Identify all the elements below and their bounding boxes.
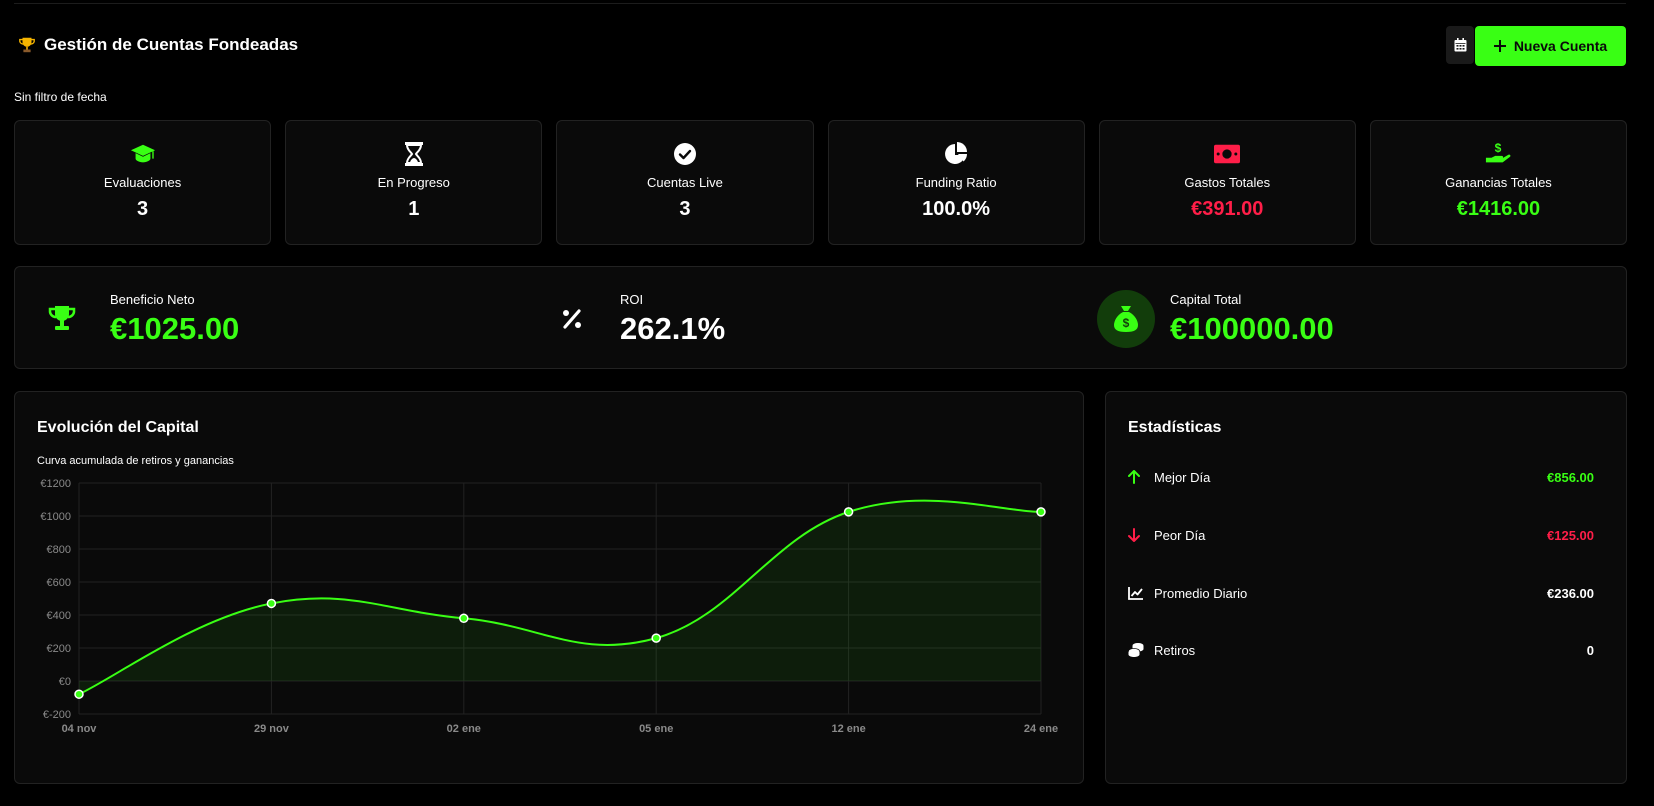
calendar-button[interactable]	[1446, 26, 1474, 64]
chart-data-point	[651, 633, 661, 643]
stat-worst-day: Peor Día €125.00	[1128, 523, 1594, 547]
hand-dollar-icon: $	[1486, 141, 1511, 163]
chart-y-tick-label: €1200	[40, 478, 71, 490]
hourglass-icon	[404, 142, 423, 166]
stat-best-day: Mejor Día €856.00	[1128, 465, 1594, 489]
new-account-button[interactable]: Nueva Cuenta	[1475, 26, 1626, 66]
chart-data-point	[459, 613, 469, 624]
percent-icon	[563, 309, 581, 329]
chart-x-tick-label: 24 ene	[1024, 723, 1058, 735]
chart-data-point	[266, 598, 277, 609]
top-divider	[14, 3, 1626, 4]
money-bag-icon: $	[1114, 306, 1138, 332]
stat-card-live-accounts: Cuentas Live 3	[556, 120, 814, 245]
svg-text:$: $	[1495, 141, 1502, 155]
graduation-cap-icon	[130, 144, 155, 163]
stat-withdrawals: Retiros 0	[1128, 638, 1594, 662]
chart-subtitle: Curva acumulada de retiros y ganancias	[37, 455, 234, 467]
chart-data-point	[843, 507, 854, 517]
chart-x-tick-label: 29 nov	[254, 723, 290, 735]
coins-icon	[1128, 643, 1144, 657]
chart-series-line	[78, 499, 1042, 696]
chart-x-tick-label: 12 ene	[831, 723, 865, 735]
page-title: Gestión de Cuentas Fondeadas	[18, 35, 298, 55]
arrow-up-icon	[1128, 470, 1140, 484]
plus-icon	[1493, 40, 1506, 52]
chart-x-tick-label: 04 nov	[62, 723, 98, 735]
statistics-title: Estadísticas	[1128, 419, 1222, 436]
summary-card: Beneficio Neto €1025.00 ROI 262.1% $ Cap…	[14, 266, 1627, 369]
arrow-down-icon	[1128, 528, 1140, 542]
stats-row: Evaluaciones 3 En Progreso 1 Cuentas Liv…	[14, 120, 1628, 245]
pie-chart-icon	[945, 142, 968, 164]
stat-card-evaluations: Evaluaciones 3	[14, 120, 272, 245]
chart-y-tick-label: €800	[47, 544, 71, 556]
page-header: Gestión de Cuentas Fondeadas Nueva Cuent…	[18, 26, 1626, 66]
stat-card-total-earnings: $ Ganancias Totales €1416.00	[1369, 120, 1628, 245]
stat-card-total-expenses: Gastos Totales €391.00	[1098, 120, 1356, 245]
chart-data-point	[1036, 507, 1046, 517]
chart-y-tick-label: €-200	[43, 709, 71, 721]
chart-y-tick-label: €600	[47, 577, 71, 589]
capital-chart-card: €-200 €0 €200 €400 €600 €800 €1000 €1200 04 nov 2…	[14, 391, 1084, 784]
line-chart-icon	[1128, 587, 1143, 600]
statistics-card: Estadísticas Mejor Día €856.00 Peor Día …	[1105, 391, 1627, 784]
stat-card-in-progress: En Progreso 1	[285, 120, 543, 245]
chart-title: Evolución del Capital	[37, 419, 199, 436]
svg-text:$: $	[1123, 316, 1130, 330]
calendar-icon	[1454, 38, 1466, 52]
capital-chart: €-200 €0 €200 €400 €600 €800 €1000 €1200 04 nov 2…	[40, 478, 1058, 735]
date-filter-label: Sin filtro de fecha	[14, 90, 107, 104]
stat-daily-average: Promedio Diario €236.00	[1128, 581, 1594, 605]
chart-area-fill	[79, 500, 1041, 695]
chart-y-tick-label: €1000	[40, 511, 71, 523]
trophy-icon	[19, 37, 35, 53]
chart-x-tick-label: 05 ene	[639, 723, 673, 735]
money-bill-icon	[1214, 144, 1241, 164]
chart-y-tick-label: €0	[59, 676, 71, 688]
trophy-icon	[48, 306, 76, 330]
chart-y-tick-label: €200	[47, 643, 71, 655]
stat-card-funding-ratio: Funding Ratio 100.0%	[827, 120, 1085, 245]
chart-data-point	[74, 689, 84, 699]
chart-x-tick-label: 02 ene	[447, 723, 481, 735]
check-circle-icon	[673, 143, 696, 165]
chart-y-tick-label: €400	[47, 610, 71, 622]
